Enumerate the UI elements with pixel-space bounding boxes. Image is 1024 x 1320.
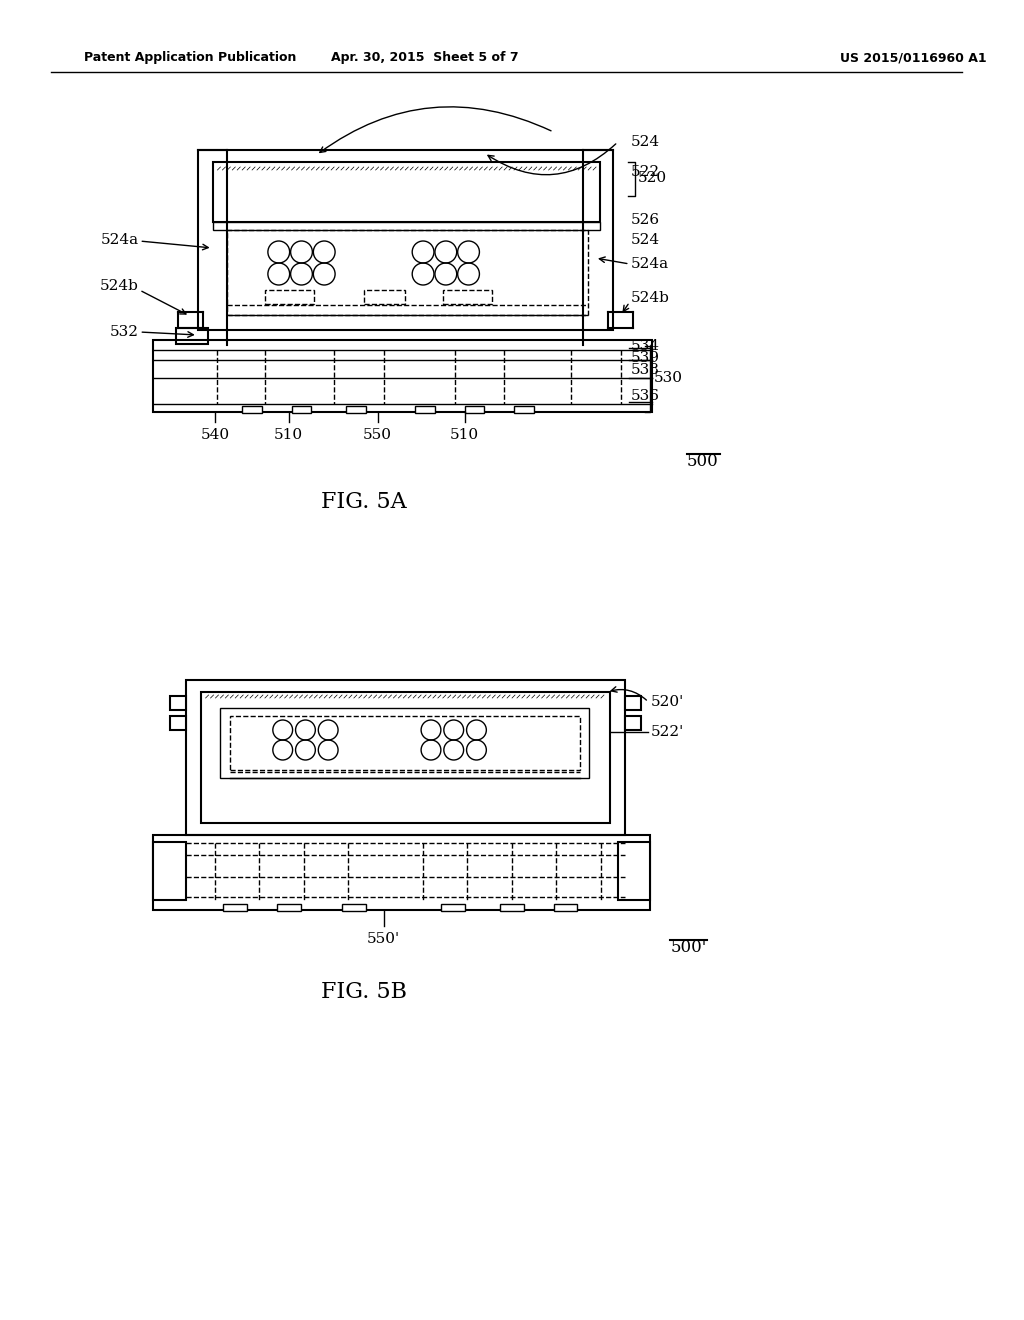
Bar (185, 680, 625, 836)
Bar (625, 715, 641, 730)
Bar (154, 842, 185, 900)
Bar (170, 715, 185, 730)
Bar (223, 904, 247, 911)
Text: 522': 522' (650, 725, 684, 739)
Text: 539: 539 (631, 351, 659, 366)
Text: Patent Application Publication: Patent Application Publication (84, 51, 296, 65)
Bar (415, 407, 435, 413)
Text: 524a: 524a (100, 234, 138, 247)
Text: 524b: 524b (99, 279, 138, 293)
Bar (625, 696, 641, 710)
Bar (500, 904, 524, 911)
Text: 550: 550 (364, 428, 392, 442)
Bar (154, 836, 650, 909)
Text: 532: 532 (110, 325, 138, 339)
Text: 522: 522 (631, 165, 659, 180)
Bar (554, 904, 578, 911)
Text: FIG. 5B: FIG. 5B (321, 981, 407, 1003)
Bar (213, 222, 600, 230)
Bar (230, 715, 581, 770)
Bar (243, 407, 262, 413)
FancyArrowPatch shape (319, 107, 551, 152)
Bar (154, 341, 652, 412)
Text: 524b: 524b (631, 290, 670, 305)
Text: 520: 520 (638, 172, 667, 185)
Bar (176, 327, 208, 345)
Bar (170, 696, 185, 710)
Bar (227, 230, 588, 315)
Bar (514, 407, 534, 413)
Text: 550': 550' (367, 932, 400, 946)
Bar (364, 290, 406, 304)
Text: 520': 520' (650, 696, 684, 709)
Text: 540: 540 (201, 428, 230, 442)
Text: US 2015/0116960 A1: US 2015/0116960 A1 (841, 51, 987, 65)
Bar (292, 407, 311, 413)
Bar (442, 290, 493, 304)
Bar (346, 407, 366, 413)
Bar (220, 708, 589, 777)
Text: 534: 534 (631, 339, 659, 352)
Text: 536: 536 (631, 389, 659, 403)
Text: 524: 524 (631, 135, 659, 149)
Bar (276, 904, 300, 911)
Bar (342, 904, 366, 911)
FancyArrowPatch shape (611, 686, 646, 700)
Text: 526: 526 (631, 213, 659, 227)
Text: 524a: 524a (631, 257, 669, 271)
Bar (265, 290, 314, 304)
Text: 510: 510 (274, 428, 303, 442)
Text: FIG. 5A: FIG. 5A (321, 491, 407, 513)
Bar (465, 407, 484, 413)
Text: 500': 500' (670, 940, 707, 957)
FancyArrowPatch shape (488, 144, 615, 174)
Text: 500: 500 (687, 454, 719, 470)
Bar (617, 842, 650, 900)
Bar (441, 904, 465, 911)
Bar (198, 150, 613, 330)
Bar (213, 162, 600, 222)
Text: 510: 510 (450, 428, 479, 442)
Text: Apr. 30, 2015  Sheet 5 of 7: Apr. 30, 2015 Sheet 5 of 7 (331, 51, 519, 65)
Text: 538: 538 (631, 363, 659, 378)
Text: 530: 530 (653, 371, 682, 385)
Bar (201, 692, 610, 822)
Text: 524: 524 (631, 234, 659, 247)
